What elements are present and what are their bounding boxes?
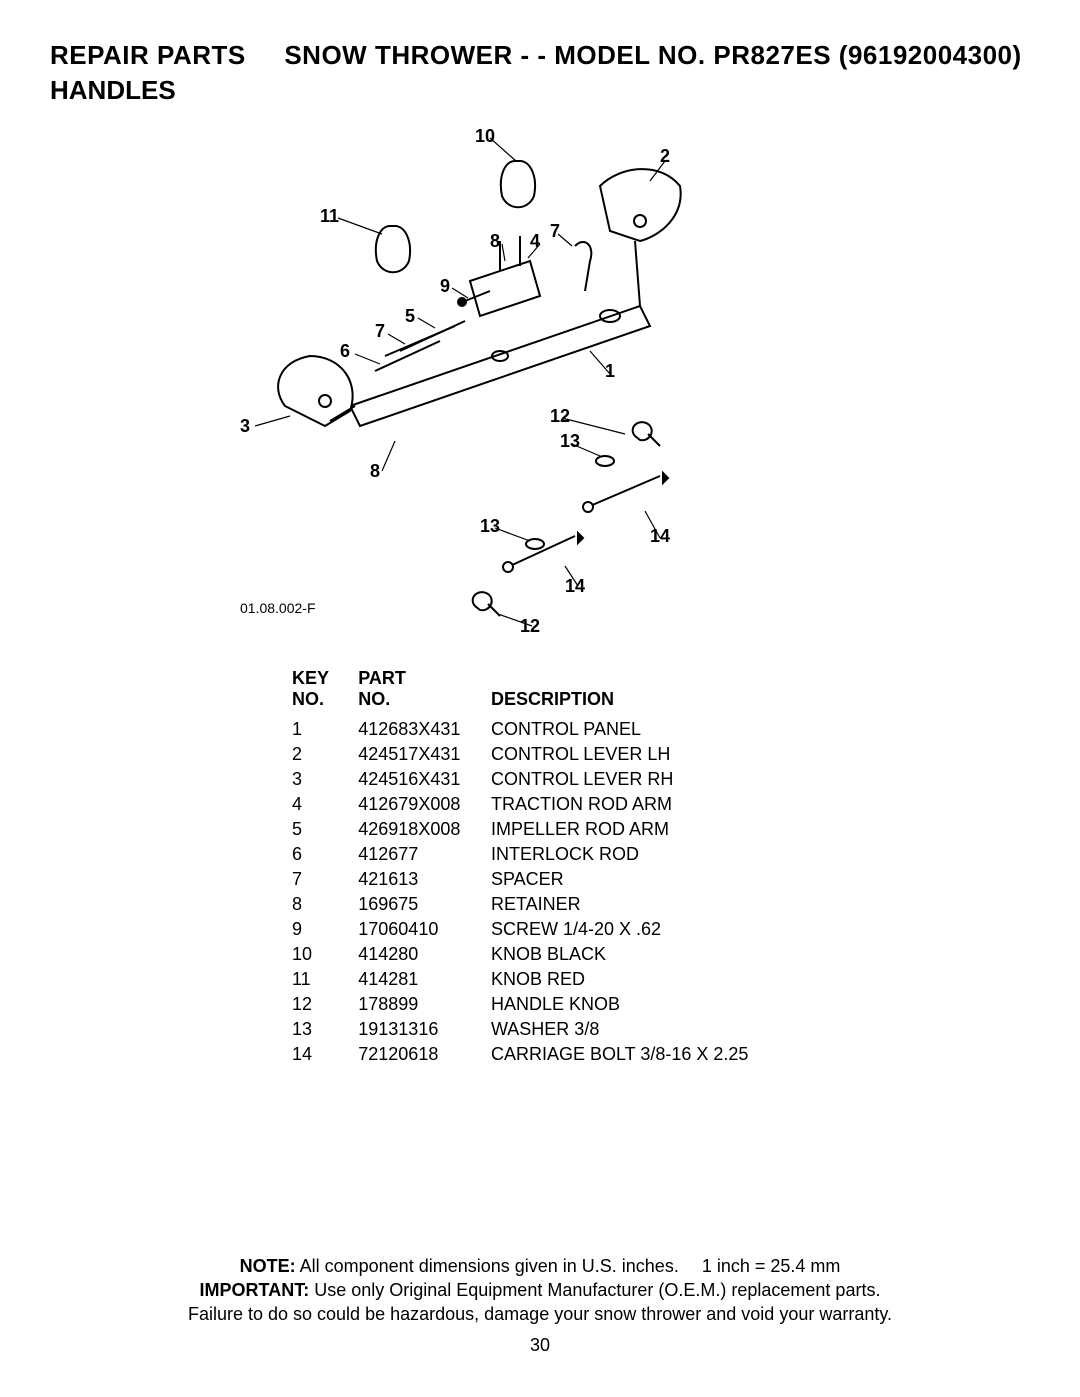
callout-12: 12 [520,616,540,637]
model-number: PR827ES [713,40,831,70]
callout-7: 7 [375,321,385,342]
cell-part: 421613 [358,868,489,891]
cell-desc: CONTROL PANEL [491,718,788,741]
table-row: 3424516X431CONTROL LEVER RH [292,768,788,791]
table-row: 1412683X431CONTROL PANEL [292,718,788,741]
table-row: 1472120618CARRIAGE BOLT 3/8-16 X 2.25 [292,1043,788,1066]
cell-part: 412683X431 [358,718,489,741]
cell-part: 169675 [358,893,489,916]
table-row: 917060410SCREW 1/4-20 X .62 [292,918,788,941]
cell-desc: CONTROL LEVER RH [491,768,788,791]
table-row: 4412679X008TRACTION ROD ARM [292,793,788,816]
cell-key: 11 [292,968,356,991]
callout-8: 8 [370,461,380,482]
cell-desc: SCREW 1/4-20 X .62 [491,918,788,941]
cell-key: 6 [292,843,356,866]
cell-part: 414280 [358,943,489,966]
page-number: 30 [0,1333,1080,1357]
callout-3: 3 [240,416,250,437]
section-title: HANDLES [50,75,1030,106]
cell-part: 414281 [358,968,489,991]
callout-11: 11 [320,206,339,227]
table-row: 10414280KNOB BLACK [292,943,788,966]
note-label: NOTE: [240,1256,296,1276]
callout-8: 8 [490,231,500,252]
cell-key: 1 [292,718,356,741]
callout-10: 10 [475,126,495,147]
cell-part: 178899 [358,993,489,1016]
cell-key: 14 [292,1043,356,1066]
table-row: 8169675RETAINER [292,893,788,916]
cell-part: 17060410 [358,918,489,941]
parts-table-body: 1412683X431CONTROL PANEL2424517X431CONTR… [292,718,788,1066]
cell-part: 412677 [358,843,489,866]
cell-desc: WASHER 3/8 [491,1018,788,1041]
cell-key: 2 [292,743,356,766]
col-desc: DESCRIPTION [491,668,788,716]
cell-key: 7 [292,868,356,891]
sku: 96192004300 [848,40,1013,70]
cell-desc: RETAINER [491,893,788,916]
cell-part: 424516X431 [358,768,489,791]
col-part: PART NO. [358,668,489,716]
cell-key: 5 [292,818,356,841]
callout-1: 1 [605,361,615,382]
footer: NOTE: All component dimensions given in … [0,1254,1080,1357]
cell-desc: CONTROL LEVER LH [491,743,788,766]
note-text: All component dimensions given in U.S. i… [300,1256,841,1276]
cell-desc: HANDLE KNOB [491,993,788,1016]
diagram-code: 01.08.002-F [240,600,316,616]
diagram-svg [240,126,840,646]
cell-part: 72120618 [358,1043,489,1066]
callout-14: 14 [565,576,585,597]
table-row: 5426918X008IMPELLER ROD ARM [292,818,788,841]
cell-part: 424517X431 [358,743,489,766]
table-row: 6412677INTERLOCK ROD [292,843,788,866]
cell-desc: KNOB RED [491,968,788,991]
callout-9: 9 [440,276,450,297]
cell-desc: SPACER [491,868,788,891]
table-row: 2424517X431CONTROL LEVER LH [292,743,788,766]
table-row: 7421613SPACER [292,868,788,891]
callout-13: 13 [480,516,500,537]
parts-table: KEY NO. PART NO. DESCRIPTION 1412683X431… [290,666,790,1068]
page: REPAIR PARTS SNOW THROWER - - MODEL NO. … [0,0,1080,1397]
header-line-1: REPAIR PARTS SNOW THROWER - - MODEL NO. … [50,40,1030,71]
cell-key: 9 [292,918,356,941]
repair-parts-label: REPAIR PARTS [50,40,246,70]
cell-desc: CARRIAGE BOLT 3/8-16 X 2.25 [491,1043,788,1066]
cell-key: 10 [292,943,356,966]
exploded-diagram: 01.08.002-F 102117849576131213813141412 [240,126,840,646]
important-text: Use only Original Equipment Manufacturer… [314,1280,880,1300]
warranty-warning: Failure to do so could be hazardous, dam… [0,1302,1080,1326]
cell-key: 13 [292,1018,356,1041]
cell-desc: TRACTION ROD ARM [491,793,788,816]
callout-7: 7 [550,221,560,242]
callout-5: 5 [405,306,415,327]
table-row: 12178899HANDLE KNOB [292,993,788,1016]
callout-13: 13 [560,431,580,452]
important-label: IMPORTANT: [200,1280,310,1300]
cell-key: 3 [292,768,356,791]
cell-key: 8 [292,893,356,916]
product-line: SNOW THROWER - - MODEL NO. [284,40,705,70]
callout-6: 6 [340,341,350,362]
cell-desc: INTERLOCK ROD [491,843,788,866]
callout-14: 14 [650,526,670,547]
callout-12: 12 [550,406,570,427]
cell-part: 19131316 [358,1018,489,1041]
cell-part: 412679X008 [358,793,489,816]
cell-desc: IMPELLER ROD ARM [491,818,788,841]
cell-part: 426918X008 [358,818,489,841]
cell-key: 4 [292,793,356,816]
cell-desc: KNOB BLACK [491,943,788,966]
table-row: 1319131316WASHER 3/8 [292,1018,788,1041]
col-key: KEY NO. [292,668,356,716]
table-row: 11414281KNOB RED [292,968,788,991]
callout-4: 4 [530,231,540,252]
cell-key: 12 [292,993,356,1016]
callout-2: 2 [660,146,670,167]
